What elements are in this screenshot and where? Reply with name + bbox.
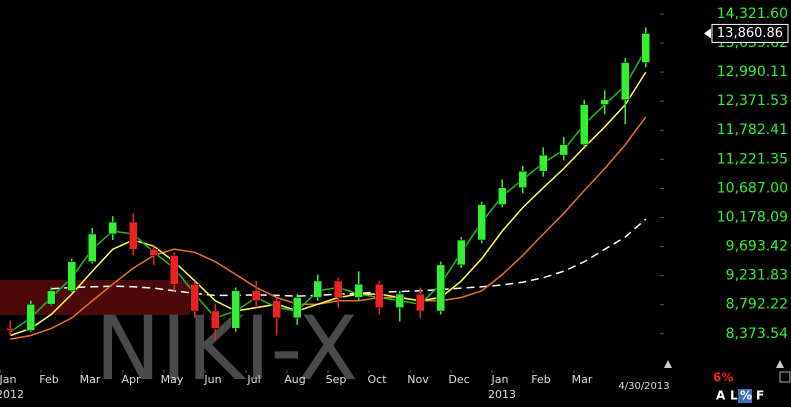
last-price-label: 13,860.86 — [717, 26, 783, 41]
candle-body — [67, 261, 76, 292]
candle-body — [498, 187, 507, 205]
candle-body — [149, 248, 158, 256]
candle-body — [518, 170, 527, 188]
candle-body — [211, 310, 220, 329]
y-tick-label: 9,231.83 — [726, 268, 788, 284]
y-tick-label: 10,178.09 — [717, 209, 788, 225]
x-tick-label: Mar — [80, 373, 101, 386]
x-tick-label: Feb — [39, 373, 58, 386]
candle-body — [436, 264, 445, 312]
y-tick-label: 8,373.54 — [726, 326, 788, 342]
candle-body — [108, 221, 117, 235]
button[interactable]: F — [756, 389, 764, 403]
x-tick-label: May — [161, 373, 184, 386]
candle-body — [477, 204, 486, 241]
y-tick-label: 11,221.35 — [717, 151, 788, 167]
candle-body — [6, 328, 15, 331]
x-tick-label: Feb — [531, 373, 550, 386]
year-label: 2012 — [0, 388, 24, 401]
button[interactable]: A — [716, 389, 726, 403]
scroll-arrow[interactable] — [776, 360, 784, 368]
moving-average — [51, 218, 647, 297]
candle-body — [457, 239, 466, 266]
plot-area — [6, 27, 650, 341]
scroll-arrow[interactable] — [664, 360, 672, 368]
candle-body — [375, 283, 384, 308]
candle-body — [231, 290, 240, 329]
candle-body — [641, 33, 650, 63]
candle-body — [129, 221, 138, 250]
candle-body — [170, 255, 179, 285]
candle-body — [26, 303, 35, 331]
button-bg — [738, 389, 752, 403]
candle-body — [190, 283, 199, 312]
y-tick-label: 8,792.22 — [726, 297, 788, 313]
year-label: 2013 — [488, 388, 516, 401]
moving-average — [10, 71, 647, 337]
x-tick-label: Jul — [246, 373, 260, 386]
last-price-box — [711, 23, 789, 43]
candle-body — [416, 293, 425, 312]
x-tick-label: Aug — [284, 373, 305, 386]
candle-body — [47, 290, 56, 305]
candle-body — [252, 290, 261, 302]
last-price-pointer — [704, 28, 711, 39]
candle-body — [313, 280, 322, 298]
y-tick-label: 10,687.00 — [717, 180, 788, 196]
x-tick-label: Mar — [572, 373, 593, 386]
candle-body — [539, 154, 548, 172]
candle-body — [395, 293, 404, 308]
moving-average — [10, 116, 647, 340]
candle-body — [559, 144, 568, 156]
candle-body — [293, 297, 302, 319]
x-tick-label: Nov — [407, 373, 429, 386]
x-tick-label: Jan — [491, 373, 509, 386]
x-tick-label: Sep — [326, 373, 347, 386]
y-tick-label: 12,990.11 — [717, 64, 788, 80]
candle-body — [580, 104, 589, 145]
candle-body — [272, 300, 281, 319]
x-tick-label: Jan — [0, 373, 17, 386]
candle-body — [600, 99, 609, 105]
y-tick-label: 12,371.53 — [717, 93, 788, 109]
y-tick-label: 11,782.41 — [717, 122, 788, 138]
candle-body — [88, 233, 97, 262]
button[interactable]: L — [730, 389, 738, 403]
zoom-label: 6% — [713, 371, 733, 385]
button[interactable]: % — [740, 389, 752, 403]
candle-body — [621, 62, 630, 101]
x-tick-label: Apr — [121, 373, 141, 386]
y-tick-label: 14,321.60 — [717, 6, 788, 22]
candle-body — [334, 280, 343, 298]
x-tick-label: Dec — [448, 373, 469, 386]
x-tick-label: Jun — [203, 373, 221, 386]
resize-icon[interactable] — [779, 371, 791, 383]
candle-body — [354, 283, 363, 298]
x-tick-label: Oct — [367, 373, 387, 386]
last-date-label: 4/30/2013 — [618, 381, 669, 392]
y-tick-label: 9,693.42 — [726, 239, 788, 255]
